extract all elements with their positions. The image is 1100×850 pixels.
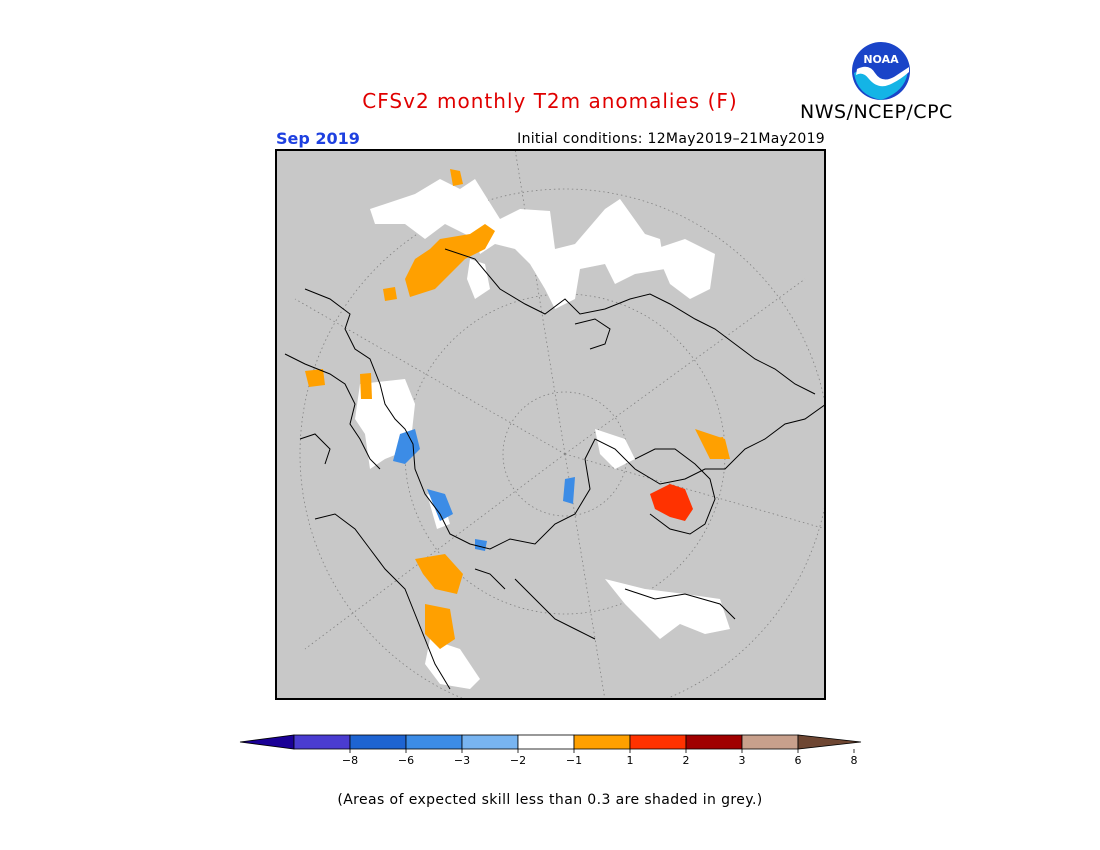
anomaly-plus-2-to-3 xyxy=(650,484,693,521)
noaa-logo: NOAA xyxy=(850,40,912,102)
colorbar-tick-label: 1 xyxy=(627,754,634,767)
colorbar-cell xyxy=(573,734,631,750)
colorbar-tick-label: −1 xyxy=(566,754,582,767)
colorbar-cell xyxy=(349,734,407,750)
anomaly-plus-1-to-2 xyxy=(305,169,730,649)
colorbar-tick-label: −2 xyxy=(510,754,526,767)
colorbar-arrow-high xyxy=(797,734,862,750)
forecast-month: Sep 2019 xyxy=(276,129,360,148)
colorbar-tick-label: 2 xyxy=(683,754,690,767)
map-frame xyxy=(275,149,826,700)
colorbar-cell xyxy=(517,734,575,750)
colorbar-tick-label: −8 xyxy=(342,754,358,767)
polar-map xyxy=(275,149,826,700)
footnote: (Areas of expected skill less than 0.3 a… xyxy=(337,792,763,808)
initial-conditions-label: Initial conditions: 12May2019–21May2019 xyxy=(517,131,825,147)
map-title: CFSv2 monthly T2m anomalies (F) xyxy=(362,89,738,113)
colorbar-tick-label: 6 xyxy=(795,754,802,767)
colorbar: −8 −6 −3 −2 −1 1 2 3 6 8 xyxy=(239,734,862,767)
colorbar-cell xyxy=(293,734,351,750)
coastlines xyxy=(284,248,826,690)
colorbar-tick-label: 3 xyxy=(739,754,746,767)
colorbar-cell xyxy=(461,734,519,750)
colorbar-cell xyxy=(629,734,687,750)
colorbar-cell xyxy=(741,734,799,750)
colorbar-arrow-low xyxy=(239,734,295,750)
colorbar-tick-label: 8 xyxy=(851,754,858,767)
colorbar-tick-label: −6 xyxy=(398,754,414,767)
colorbar-tick-label: −3 xyxy=(454,754,470,767)
colorbar-cell xyxy=(405,734,463,750)
colorbar-cell xyxy=(685,734,743,750)
organization-label: NWS/NCEP/CPC xyxy=(800,101,953,123)
noaa-logo-text: NOAA xyxy=(863,53,899,66)
anomaly-minus xyxy=(393,429,575,551)
